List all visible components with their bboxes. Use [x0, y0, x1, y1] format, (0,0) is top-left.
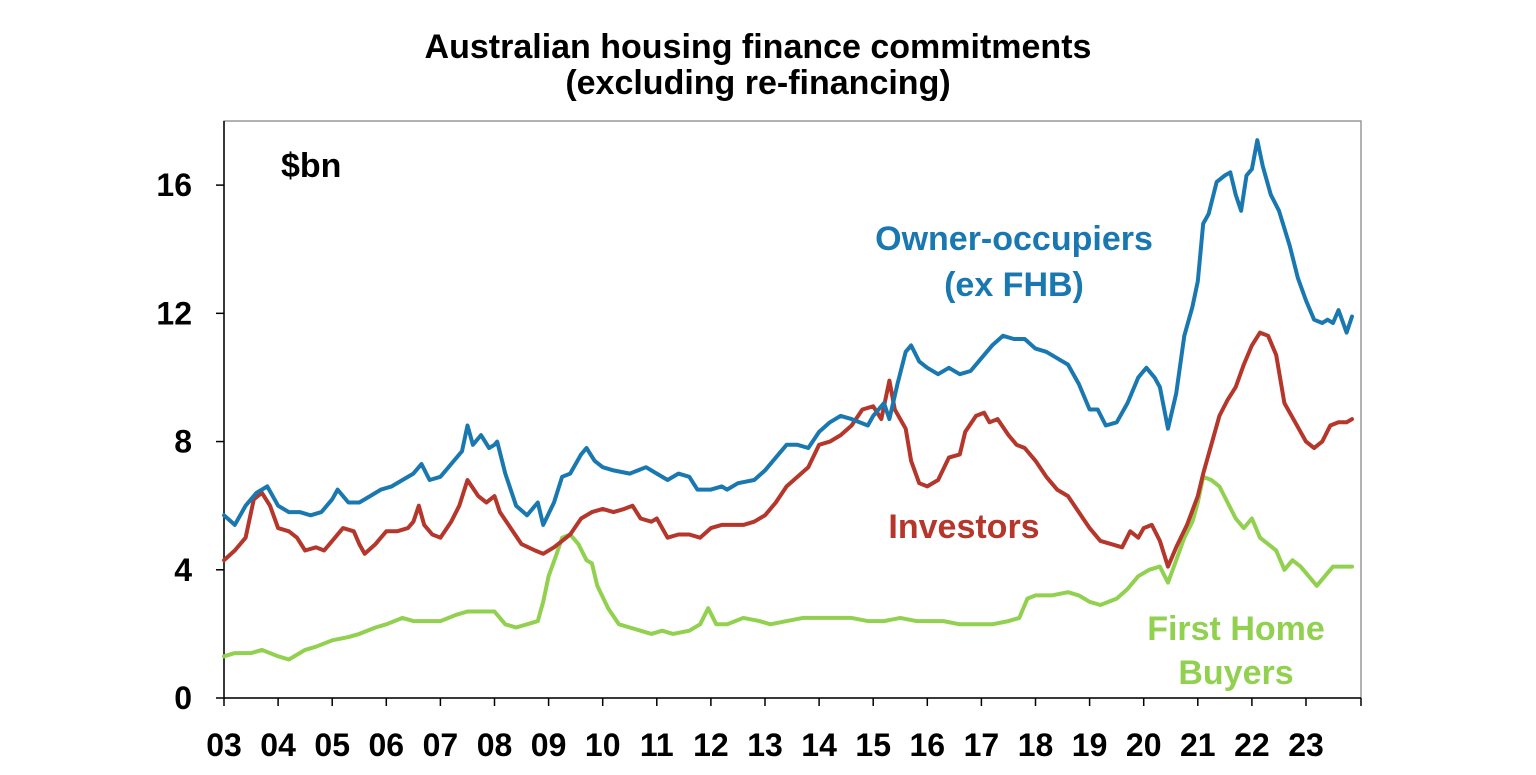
x-tick-label: 14 — [801, 727, 837, 763]
x-tick-label: 23 — [1288, 727, 1324, 763]
series-label: Investors — [888, 508, 1039, 546]
x-tick-label: 20 — [1126, 727, 1162, 763]
y-tick-label: 0 — [174, 680, 192, 716]
x-tick-label: 03 — [206, 727, 242, 763]
x-tick-label: 08 — [477, 727, 513, 763]
x-tick-label: 13 — [747, 727, 783, 763]
chart-subtitle: (excluding re-financing) — [565, 64, 951, 102]
series-lines — [222, 138, 1354, 662]
series-line-owner-occupiers-ex-fhb — [222, 138, 1354, 527]
y-tick-label: 16 — [156, 167, 192, 203]
x-tick-label: 21 — [1180, 727, 1216, 763]
plot-frame — [223, 120, 1362, 699]
x-tick-label: 12 — [693, 727, 729, 763]
x-tick-label: 11 — [640, 727, 674, 763]
y-tick-label: 4 — [174, 552, 192, 588]
x-tick-label: 06 — [369, 727, 405, 763]
x-tick-label: 18 — [1018, 727, 1054, 763]
x-tick-label: 09 — [531, 727, 567, 763]
x-tick-label: 05 — [314, 727, 350, 763]
y-tick-label: 12 — [156, 295, 192, 331]
x-tick-label: 22 — [1234, 727, 1270, 763]
chart-title: Australian housing finance commitments — [424, 28, 1092, 66]
x-tick-label: 15 — [855, 727, 891, 763]
series-label: First Home — [1147, 610, 1325, 648]
series-label: Owner-occupiers — [875, 220, 1153, 258]
x-tick-label: 04 — [260, 727, 296, 763]
x-tick-label: 16 — [910, 727, 946, 763]
series-label: Buyers — [1178, 654, 1293, 692]
unit-label: $bn — [281, 147, 341, 185]
x-tick-label: 07 — [423, 727, 459, 763]
y-axis: 0 4 8 12 16 — [156, 167, 224, 716]
series-label: (ex FHB) — [944, 266, 1084, 304]
series-line-investors — [222, 330, 1354, 569]
series-labels: Owner-occupiers (ex FHB) Investors First Ho… — [875, 220, 1325, 692]
x-tick-label: 10 — [585, 727, 621, 763]
x-axis: 03 04 05 06 07 08 09 10 11 12 13 14 15 16 17 18 19 20 21 22… — [206, 698, 1362, 763]
x-tick-label: 17 — [964, 727, 1000, 763]
x-tick-label: 19 — [1072, 727, 1108, 763]
series-line-first-home-buyers — [222, 474, 1354, 662]
y-tick-label: 8 — [174, 424, 192, 460]
